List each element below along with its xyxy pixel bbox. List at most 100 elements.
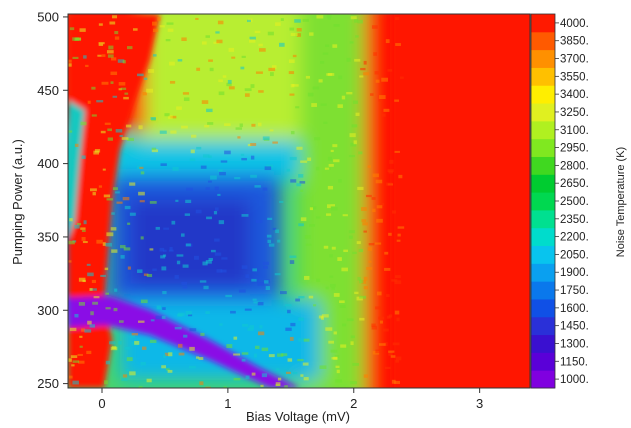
speckle-dot — [90, 188, 97, 192]
speckle-dot — [350, 381, 357, 385]
speckle-dot — [298, 296, 305, 299]
speckle-dot — [226, 344, 233, 349]
speckle-dot — [142, 346, 147, 350]
speckle-dot — [114, 191, 120, 194]
speckle-dot — [117, 59, 125, 63]
speckle-dot — [78, 360, 85, 364]
speckle-dot — [164, 113, 170, 117]
speckle-dot — [131, 333, 139, 336]
colorbar-label: 3250. — [560, 107, 589, 119]
speckle-dot — [262, 136, 270, 141]
speckle-dot — [359, 295, 367, 299]
speckle-dot — [286, 371, 291, 374]
speckle-dot — [296, 183, 302, 187]
speckle-dot — [82, 241, 88, 244]
speckle-dot — [190, 149, 195, 154]
speckle-dot — [357, 276, 361, 281]
speckle-dot — [172, 167, 179, 171]
speckle-dot — [350, 341, 354, 346]
speckle-dot — [379, 320, 383, 324]
speckle-dot — [397, 226, 405, 229]
speckle-dot — [185, 243, 191, 247]
speckle-dot — [308, 295, 314, 299]
speckle-dot — [110, 227, 117, 231]
speckle-dot — [218, 79, 223, 83]
speckle-dot — [148, 69, 155, 73]
speckle-dot — [79, 345, 83, 348]
region-red-right-solid — [392, 14, 530, 388]
speckle-dot — [200, 332, 205, 336]
speckle-dot — [83, 55, 87, 59]
speckle-dot — [298, 174, 304, 178]
speckle-dot — [184, 213, 191, 216]
colorbar-swatch — [531, 209, 555, 229]
speckle-dot — [162, 249, 167, 252]
speckle-dot — [250, 174, 257, 178]
x-axis: 0 1 2 3 — [98, 388, 483, 411]
speckle-dot — [177, 59, 183, 62]
speckle-dot — [189, 158, 196, 162]
speckle-dot — [68, 358, 72, 362]
speckle-dot — [322, 52, 329, 55]
speckle-dot — [338, 179, 342, 183]
speckle-dot — [126, 357, 133, 362]
speckle-dot — [375, 306, 381, 310]
speckle-dot — [196, 67, 201, 71]
speckle-dot — [102, 242, 106, 246]
colorbar-swatch — [531, 14, 555, 33]
speckle-dot — [266, 164, 274, 168]
colorbar-swatch — [531, 281, 555, 300]
speckle-dot — [363, 72, 370, 76]
speckle-dot — [374, 242, 382, 245]
speckle-dot — [289, 27, 295, 31]
speckle-dot — [138, 191, 145, 196]
speckle-dot — [120, 255, 125, 259]
speckle-dot — [79, 28, 86, 32]
colorbar-label: 2800. — [560, 160, 589, 172]
speckle-dot — [258, 90, 264, 93]
speckle-dot — [110, 81, 114, 84]
speckle-dot — [118, 341, 122, 345]
speckle-dot — [257, 331, 265, 336]
speckle-dot — [138, 125, 143, 130]
speckle-dot — [140, 361, 146, 366]
speckle-dot — [113, 307, 118, 312]
speckle-dot — [178, 352, 185, 356]
speckle-dot — [390, 355, 396, 358]
speckle-dot — [152, 54, 157, 57]
speckle-dot — [259, 48, 266, 52]
speckle-dot — [389, 159, 394, 164]
speckle-dot — [339, 304, 346, 308]
speckle-dot — [330, 204, 336, 207]
speckle-dot — [118, 320, 124, 323]
speckle-dot — [254, 185, 261, 188]
speckle-dot — [129, 212, 136, 216]
speckle-dot — [399, 76, 404, 79]
speckle-dot — [375, 79, 380, 83]
speckle-dot — [379, 95, 386, 100]
speckle-dot — [149, 339, 157, 343]
speckle-dot — [185, 199, 192, 204]
speckle-dot — [124, 205, 131, 210]
speckle-dot — [392, 342, 400, 346]
speckle-dot — [101, 54, 106, 57]
speckle-dot — [105, 292, 110, 295]
speckle-dot — [314, 137, 321, 141]
speckle-dot — [167, 369, 173, 373]
speckle-dot — [109, 341, 116, 345]
speckle-dot — [388, 350, 395, 353]
speckle-dot — [198, 357, 204, 360]
speckle-dot — [208, 257, 213, 261]
speckle-dot — [224, 123, 231, 127]
speckle-dot — [331, 246, 336, 250]
speckle-dot — [268, 67, 276, 72]
speckle-dot — [152, 268, 157, 271]
colorbar-swatch — [531, 263, 555, 282]
speckle-dot — [118, 82, 126, 86]
speckle-dot — [74, 37, 81, 41]
speckle-dot — [327, 185, 334, 190]
speckle-dot — [68, 260, 72, 263]
speckle-dot — [183, 97, 190, 102]
speckle-dot — [346, 57, 351, 62]
speckle-dot — [140, 299, 148, 304]
